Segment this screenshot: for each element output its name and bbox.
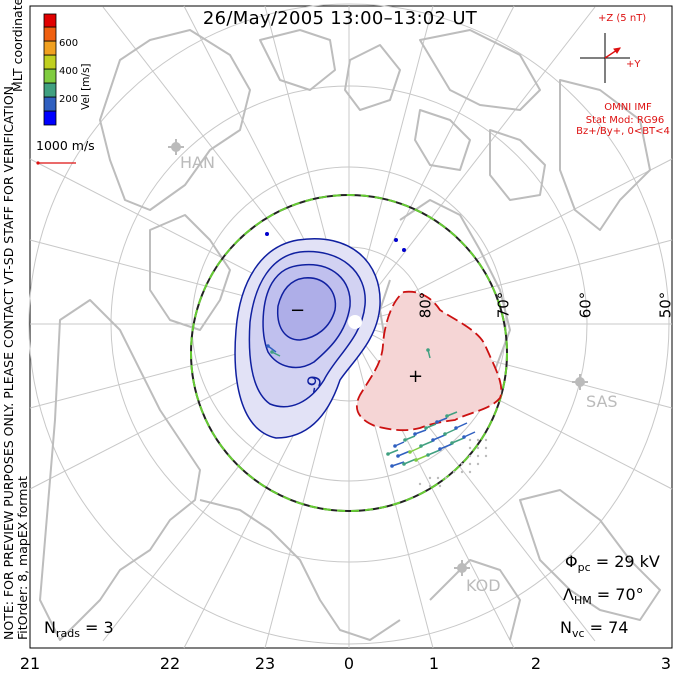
colorbar-tick-200: 200 (59, 94, 79, 105)
station-sas-marker (572, 374, 588, 390)
station-han-marker (168, 139, 184, 155)
positive-cell-sign: + (408, 366, 423, 387)
imf-model-line1: Stat Mod: RG96 (585, 115, 665, 126)
velocity-colorbar (43, 13, 57, 126)
mlt-tick-22: 22 (159, 654, 181, 673)
imf-y-label: +Y (626, 59, 641, 70)
station-sas-label: SAS (586, 392, 618, 411)
mlt-tick-2: 2 (530, 654, 542, 673)
negative-convection-cell (234, 238, 381, 439)
imf-clock-dial (580, 33, 630, 83)
plot-frame (29, 5, 673, 649)
negative-cell-gap (348, 315, 362, 329)
station-han-label: HAN (180, 153, 215, 172)
no-data-grid-points (418, 438, 488, 488)
mlt-tick-3: 3 (660, 654, 672, 673)
latitude-label-80: 80° (416, 291, 435, 319)
colorbar-tick-600: 600 (59, 38, 79, 49)
map-title: 26/May/2005 13:00–13:02 UT (202, 8, 478, 29)
latitude-label-70: 70° (494, 291, 513, 319)
mlt-tick-1: 1 (428, 654, 440, 673)
mlt-tick-0: 0 (343, 654, 355, 673)
velocity-vectors (265, 232, 476, 468)
cross-polar-cap-potential: Φpc = 29 kV (565, 552, 660, 575)
negative-cell-sign: − (290, 300, 305, 321)
colorbar-title: Vel [m/s] (80, 63, 92, 110)
latitude-label-50: 50° (656, 291, 675, 319)
radar-count: Nrads = 3 (44, 618, 114, 641)
vector-scale-label: 1000 m/s (36, 138, 95, 153)
imf-model-line2: Bz+/By+, 0<BT<4 (576, 126, 670, 137)
mlt-tick-21: 21 (19, 654, 41, 673)
verification-note: NOTE: FOR PREVIEW PURPOSES ONLY. PLEASE … (1, 82, 30, 640)
mlt-tick-23: 23 (254, 654, 276, 673)
hm-boundary-latitude: ΛHM = 70° (563, 585, 644, 608)
station-markers (168, 139, 588, 576)
contour-value-label: -9 (303, 374, 327, 395)
vector-count: Nvc = 74 (560, 618, 629, 641)
positive-convection-cell (355, 290, 503, 432)
station-kod-label: KOD (466, 576, 501, 595)
imf-z-label: +Z (5 nT) (598, 13, 647, 24)
mlt-coordinates-label: MLT coordinates (10, 0, 25, 92)
latitude-label-60: 60° (576, 291, 595, 319)
verification-note-line1: NOTE: FOR PREVIEW PURPOSES ONLY. PLEASE … (1, 82, 16, 640)
station-kod-marker (454, 560, 470, 576)
fit-order-line: FitOrder: 8, mapEX format (15, 476, 30, 640)
imf-source: OMNI IMF (604, 102, 652, 113)
vector-scale-symbol (36, 161, 76, 165)
colorbar-tick-400: 400 (59, 66, 79, 77)
hm-boundary-green (190, 194, 508, 512)
